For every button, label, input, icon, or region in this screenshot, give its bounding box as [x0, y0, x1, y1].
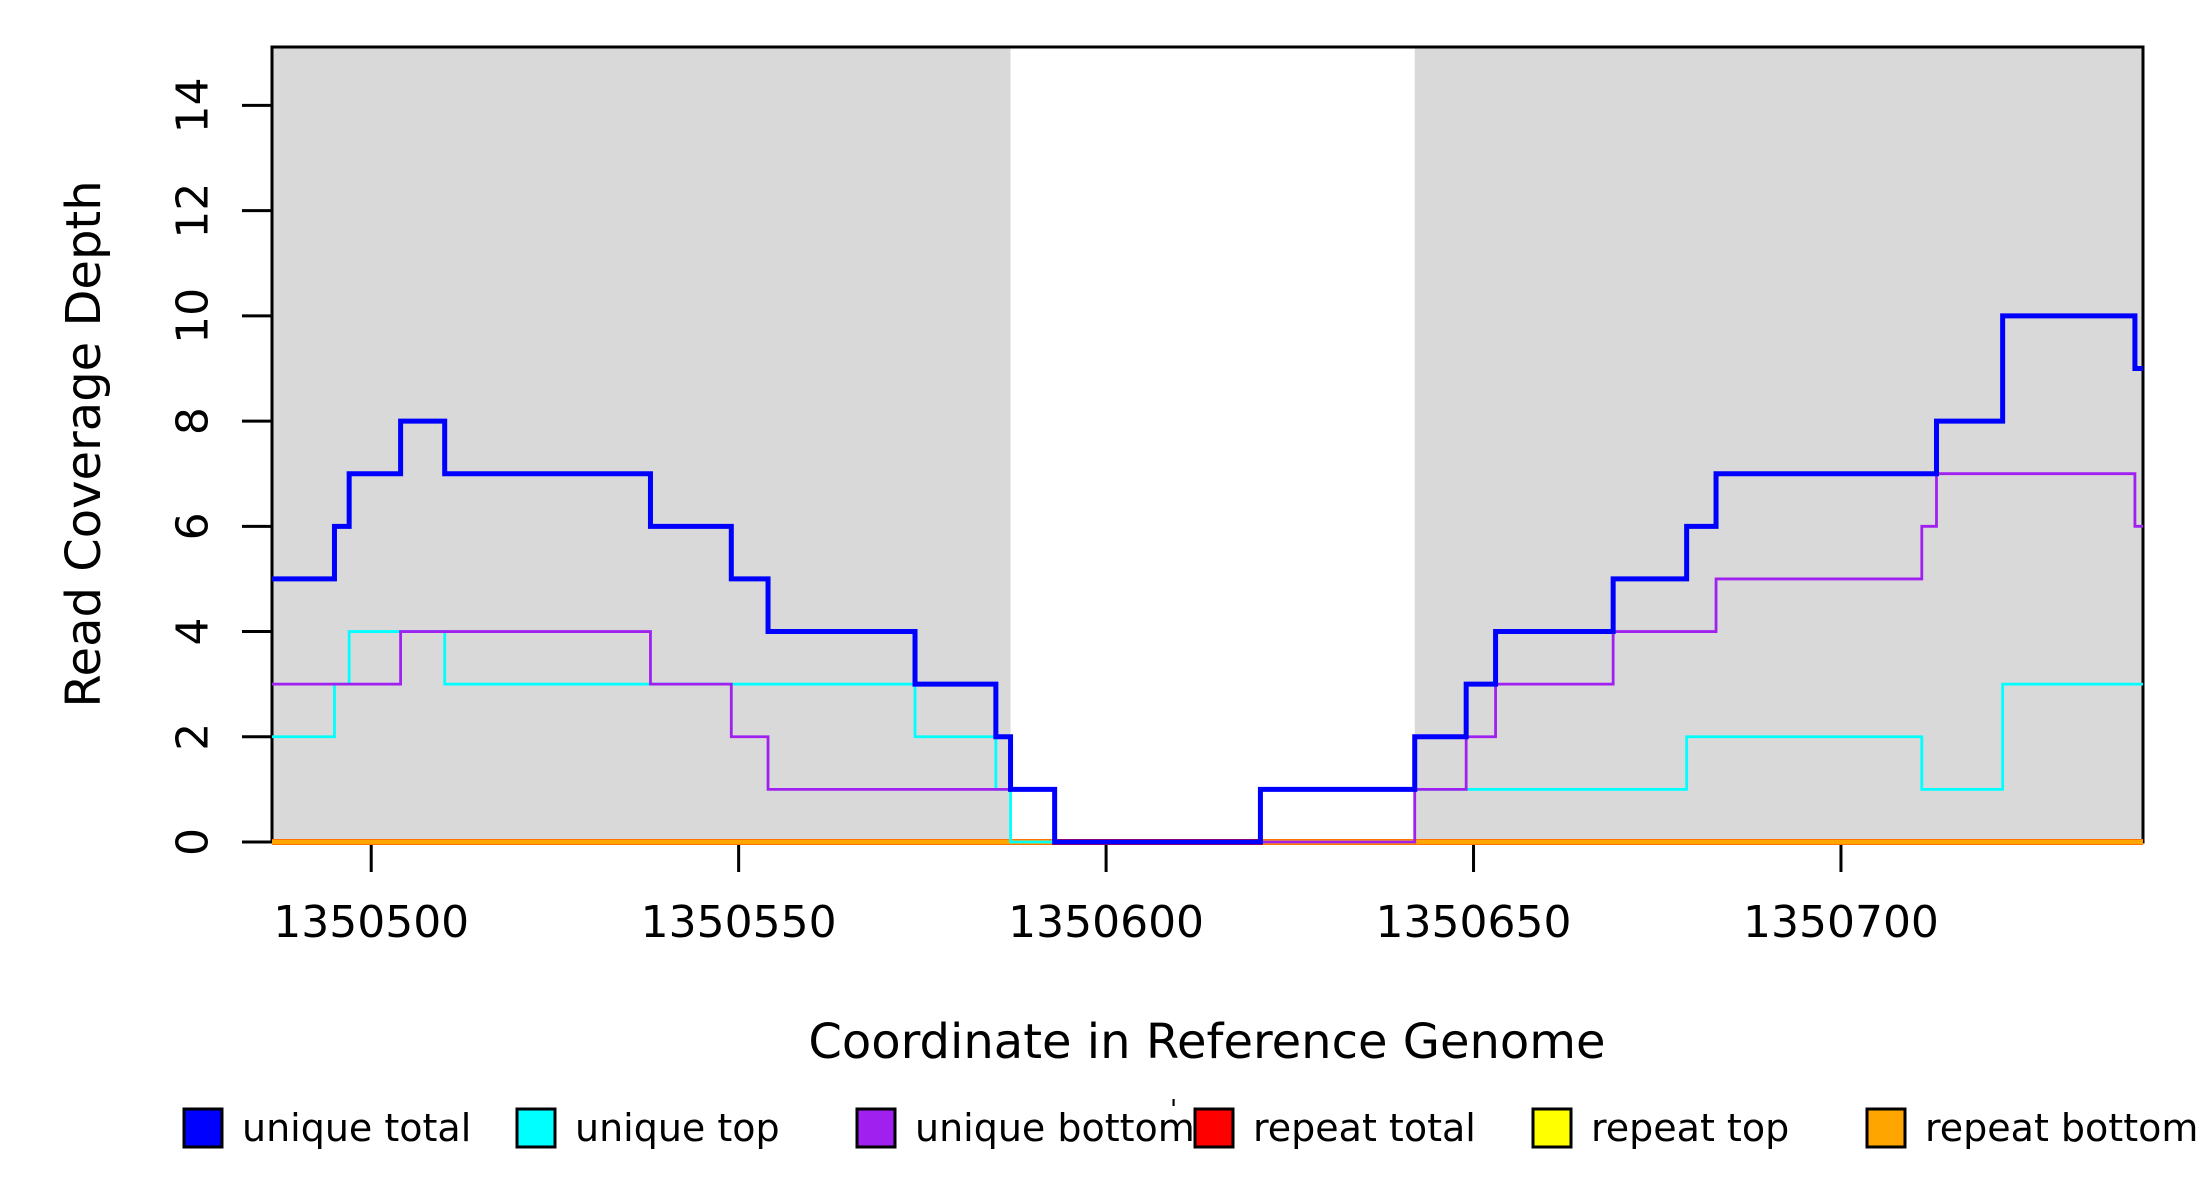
legend-label: unique bottom	[915, 1106, 1195, 1150]
y-axis-title: Read Coverage Depth	[56, 180, 112, 707]
legend-swatch-unique-bottom	[855, 1107, 897, 1149]
x-tick-label: 1350550	[641, 897, 837, 948]
y-tick-label: 12	[167, 183, 218, 239]
shaded-band	[1414, 47, 2143, 842]
legend-item: unique total	[182, 1106, 471, 1150]
legend-swatch-repeat-top	[1531, 1107, 1573, 1149]
y-tick-label: 6	[167, 512, 218, 540]
legend-item: unique bottom	[855, 1106, 1195, 1150]
legend-label: repeat top	[1591, 1106, 1789, 1150]
shaded-band	[272, 47, 1011, 842]
series-layer	[272, 313, 2143, 845]
annotations: '	[1170, 1095, 1177, 1125]
legend-label: repeat total	[1253, 1106, 1476, 1150]
legend-swatch-repeat-total	[1193, 1107, 1235, 1149]
series-unique-total	[272, 313, 2143, 845]
legend-swatch-unique-total	[182, 1107, 224, 1149]
y-tick-label: 0	[167, 828, 218, 856]
legend-item: unique top	[515, 1106, 780, 1150]
y-tick-label: 14	[167, 77, 218, 133]
legend-swatch-repeat-bottom	[1865, 1107, 1907, 1149]
y-tick-label: 4	[167, 618, 218, 646]
legend-item: repeat total	[1193, 1106, 1476, 1150]
x-axis: 1350500 1350550 1350600 1350650 1350700	[273, 842, 1939, 948]
legend: unique total unique top unique bottom repea…	[182, 1106, 2198, 1150]
series-unique-bottom	[272, 472, 2143, 844]
stray-mark: '	[1170, 1095, 1177, 1125]
y-tick-label: 10	[167, 288, 218, 344]
legend-label: repeat bottom	[1925, 1106, 2198, 1150]
shaded-regions	[272, 47, 2143, 842]
legend-swatch-unique-top	[515, 1107, 557, 1149]
y-tick-label: 2	[167, 723, 218, 751]
x-tick-label: 1350650	[1376, 897, 1572, 948]
legend-label: unique top	[575, 1106, 780, 1150]
legend-item: repeat bottom	[1865, 1106, 2198, 1150]
y-tick-label: 8	[167, 407, 218, 435]
x-tick-label: 1350600	[1008, 897, 1204, 948]
x-axis-title: Coordinate in Reference Genome	[808, 1014, 1605, 1070]
y-axis: 0 2 4 6 8 10 12 14	[167, 77, 272, 856]
legend-label: unique total	[242, 1106, 471, 1150]
x-tick-label: 1350500	[273, 897, 469, 948]
x-tick-label: 1350700	[1743, 897, 1939, 948]
legend-item: repeat top	[1531, 1106, 1789, 1150]
